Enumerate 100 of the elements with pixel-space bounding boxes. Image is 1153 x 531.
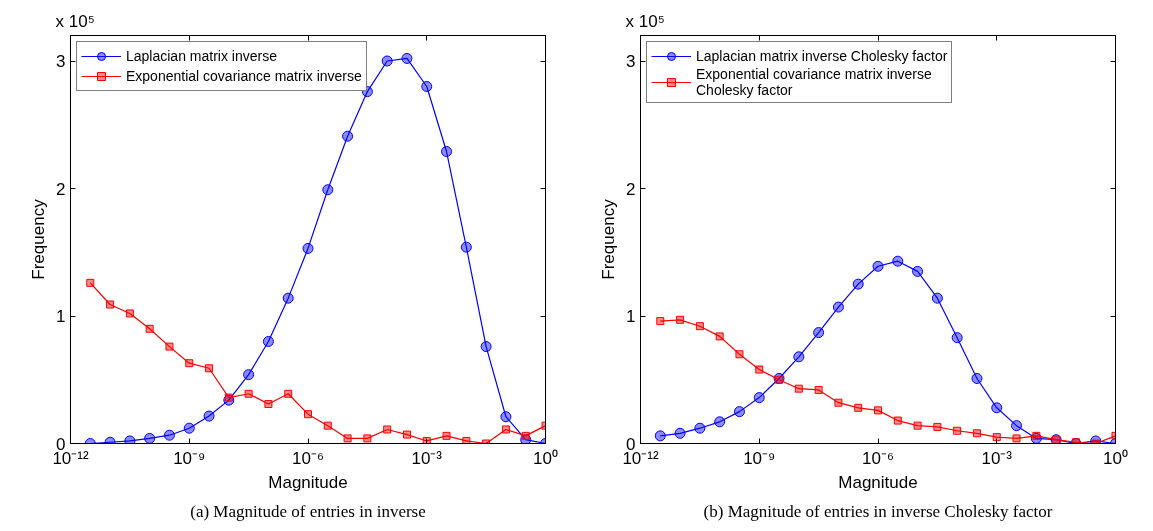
point	[460, 241, 472, 253]
point	[501, 425, 510, 434]
point	[714, 416, 726, 428]
point	[951, 332, 963, 344]
point	[125, 309, 134, 318]
point	[302, 242, 314, 254]
point	[892, 255, 904, 267]
point	[654, 430, 666, 442]
point	[695, 322, 704, 331]
x-tick-label: 10⁻⁹	[173, 448, 206, 468]
point	[402, 430, 411, 439]
point	[86, 278, 95, 287]
point	[163, 429, 175, 441]
point	[203, 410, 215, 422]
point	[715, 332, 724, 341]
point	[124, 435, 136, 444]
point	[733, 406, 745, 418]
point	[755, 365, 764, 374]
x-tick-label: 10⁰	[533, 448, 558, 468]
point	[144, 432, 156, 444]
point	[674, 427, 686, 439]
point	[971, 372, 983, 384]
x-tick-label: 10⁻³	[411, 448, 443, 468]
point	[992, 433, 1001, 442]
text: (a) Magnitude of entries in inverse	[190, 501, 426, 521]
point	[676, 315, 685, 324]
point	[874, 406, 882, 415]
legend-label: Laplacian matrix inverse	[126, 48, 277, 64]
point	[500, 411, 512, 423]
point	[931, 292, 943, 304]
point	[145, 324, 154, 333]
point	[304, 410, 312, 419]
point	[735, 350, 744, 359]
point	[244, 389, 253, 398]
point	[913, 421, 922, 430]
point	[421, 81, 433, 92]
point	[363, 434, 372, 443]
legend-label: Laplacian matrix inverse Cholesky factor	[696, 48, 948, 64]
point	[953, 426, 962, 435]
point	[521, 431, 530, 440]
point	[282, 292, 294, 304]
point	[264, 399, 273, 408]
point	[462, 436, 471, 444]
point	[872, 260, 884, 272]
point	[183, 422, 195, 434]
x-tick-label: 10⁰	[1103, 448, 1128, 468]
point	[656, 317, 665, 326]
point	[381, 55, 393, 67]
point	[1012, 434, 1021, 443]
text: (b) Magnitude of entries in inverse Cholesky factor	[703, 501, 1053, 521]
y-tick-label: 1	[56, 307, 66, 326]
point	[284, 389, 293, 398]
y-tick-label: 3	[626, 52, 636, 71]
y-tick-label: 2	[56, 179, 66, 199]
point	[972, 429, 981, 438]
x-axis-title: Magnitude	[268, 472, 348, 492]
point	[401, 52, 413, 64]
point	[1011, 420, 1023, 432]
point	[933, 422, 942, 431]
point	[912, 265, 924, 277]
point	[852, 278, 864, 290]
point	[893, 416, 902, 425]
point	[442, 431, 451, 440]
y-axis-title: Frequency	[599, 198, 619, 280]
point	[793, 351, 805, 363]
point	[813, 327, 825, 339]
x-axis-title: Magnitude	[838, 472, 918, 492]
point	[322, 184, 334, 196]
point	[441, 146, 453, 158]
point	[794, 384, 803, 393]
text: x 10⁵	[55, 11, 95, 31]
point	[694, 422, 706, 434]
legend-label: Exponential covariance matrix inverse	[126, 68, 362, 84]
point	[342, 130, 354, 142]
point	[383, 425, 392, 434]
x-tick-label: 10⁻⁹	[743, 448, 776, 468]
point	[165, 342, 174, 351]
point	[106, 300, 115, 309]
point	[1032, 431, 1041, 440]
point	[832, 301, 844, 313]
point	[814, 385, 823, 394]
y-axis-title: Frequency	[29, 198, 49, 280]
point	[323, 421, 332, 430]
point	[185, 359, 194, 368]
point	[343, 434, 352, 443]
x-tick-label: 10⁻⁶	[862, 448, 894, 468]
legend-label: Exponential covariance matrix inverse Cholesky factor	[696, 66, 932, 98]
text: x 10⁵	[625, 11, 665, 31]
point	[480, 341, 492, 353]
point	[243, 369, 255, 381]
x-tick-label: 10⁻³	[981, 448, 1013, 468]
point	[991, 402, 1003, 414]
x-tick-label: 10⁻⁶	[292, 448, 324, 468]
point	[262, 336, 274, 347]
y-tick-label: 3	[56, 52, 66, 71]
point	[205, 364, 214, 373]
point	[834, 398, 843, 407]
point	[224, 393, 233, 402]
point	[854, 403, 863, 412]
y-tick-label: 1	[626, 307, 636, 326]
